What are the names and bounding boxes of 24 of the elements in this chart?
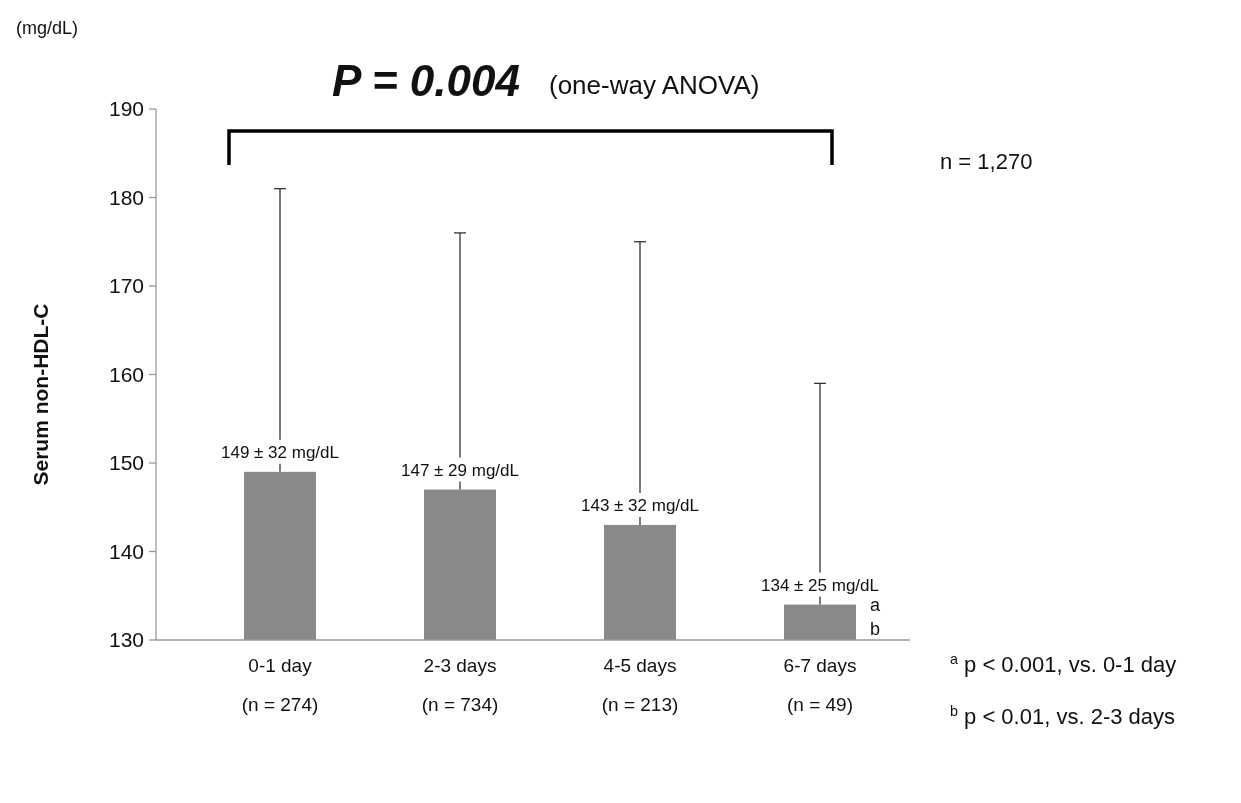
text: $^{a}$ p < 0.001, vs. 0-1 day bbox=[950, 651, 1177, 677]
data-label: 147 ± 29 mg/dL bbox=[400, 460, 520, 480]
text: P = 0.004 bbox=[332, 56, 520, 105]
y-tick-label: 150 bbox=[108, 451, 144, 475]
annotation: b bbox=[870, 619, 881, 639]
y-axis-title: Serum non-HDL-C bbox=[29, 303, 52, 486]
y-tick-label: 180 bbox=[108, 185, 144, 209]
x-tick-label: 4-5 days (n = 213) bbox=[601, 655, 679, 715]
annotation: a bbox=[870, 595, 881, 615]
x-tick-label: 6-7 days (n = 49) bbox=[783, 655, 857, 715]
y-tick-label: 160 bbox=[108, 362, 144, 386]
text: n = 1,270 bbox=[940, 149, 1033, 174]
y-tick-label: 130 bbox=[108, 628, 144, 652]
data-label: 149 ± 32 mg/dL bbox=[220, 442, 340, 462]
data-label: 143 ± 32 mg/dL bbox=[580, 495, 700, 515]
x-tick-label: 0-1 day (n = 274) bbox=[241, 655, 319, 715]
y-tick-label: 140 bbox=[108, 539, 144, 563]
y-tick-label: 190 bbox=[108, 97, 144, 121]
x-tick-label: 2-3 days (n = 734) bbox=[421, 655, 499, 715]
text: $^{b}$ p < 0.01, vs. 2-3 days bbox=[950, 703, 1176, 729]
data-label: 134 ± 25 mg/dL bbox=[760, 575, 880, 595]
text: (mg/dL) bbox=[16, 18, 79, 38]
y-tick-label: 170 bbox=[108, 274, 144, 298]
text: (one-way ANOVA) bbox=[549, 70, 760, 100]
